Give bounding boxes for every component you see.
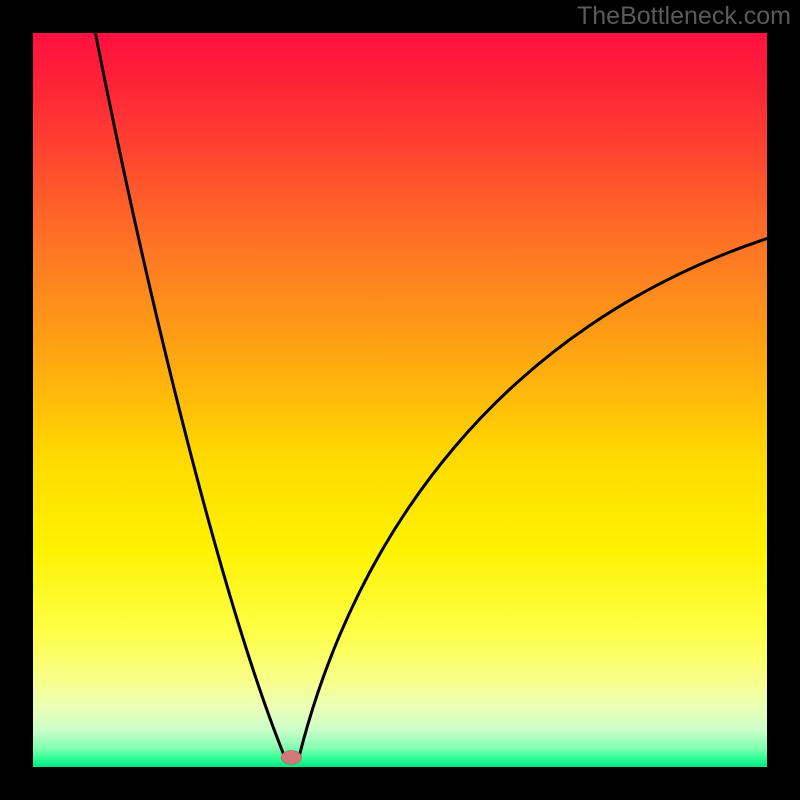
chart-frame: TheBottleneck.com (0, 0, 800, 800)
chart-svg (33, 33, 767, 767)
plot-area (33, 33, 767, 767)
gradient-background (33, 33, 767, 767)
optimal-point-marker (281, 750, 302, 764)
watermark-text: TheBottleneck.com (577, 2, 791, 31)
